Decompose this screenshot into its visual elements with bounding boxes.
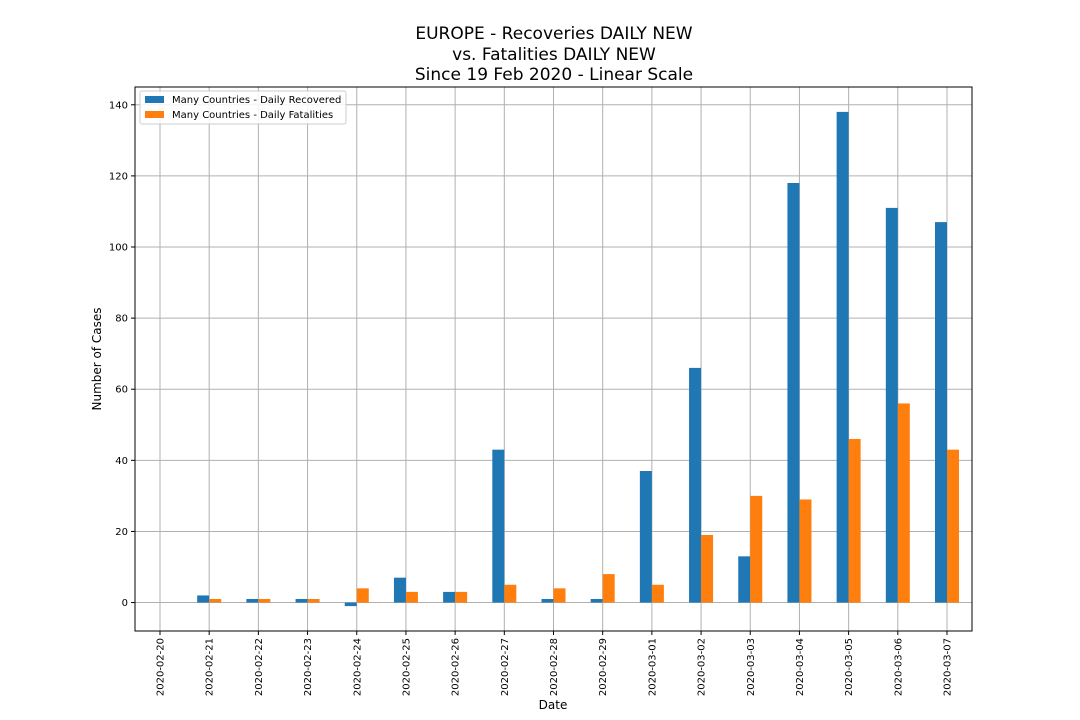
legend-label-fatalities: Many Countries - Daily Fatalities (172, 110, 333, 121)
x-tick-label: 2020-02-26 (451, 638, 462, 696)
bar-recovered (246, 599, 259, 603)
x-tick-label: 2020-02-27 (500, 638, 511, 696)
bar-recovered (393, 577, 406, 603)
bar-fatalities (209, 599, 222, 603)
legend: Many Countries - Daily Recovered Many Co… (139, 90, 347, 125)
bar-recovered (885, 207, 898, 603)
legend-frame (139, 90, 347, 125)
bar-recovered (492, 449, 505, 603)
bar-fatalities (405, 591, 418, 603)
bar-recovered (295, 599, 308, 603)
bar-fatalities (651, 584, 664, 603)
x-tick-label: 2020-02-20 (156, 638, 167, 696)
y-tick-label: 60 (115, 385, 128, 396)
y-tick-label: 0 (122, 598, 128, 609)
chart-title-line-1: EUROPE - Recoveries DAILY NEW (415, 24, 692, 44)
x-tick-label: 2020-02-22 (254, 638, 265, 696)
legend-label-recovered: Many Countries - Daily Recovered (172, 95, 341, 106)
x-axis-label: Date (539, 698, 568, 712)
legend-swatch-fatalities (145, 111, 164, 118)
x-tick-label: 2020-03-06 (893, 638, 904, 696)
x-tick-label: 2020-02-24 (352, 638, 363, 696)
bar-fatalities (701, 535, 714, 603)
bar-recovered (935, 222, 947, 603)
bar-fatalities (897, 403, 910, 603)
bar-recovered (836, 111, 849, 603)
y-tick-label: 20 (115, 527, 128, 538)
x-tick-label: 2020-03-04 (795, 638, 806, 696)
legend-swatch-recovered (145, 96, 164, 103)
bars (197, 111, 959, 607)
x-tick-label: 2020-03-07 (943, 638, 954, 696)
chart-title: EUROPE - Recoveries DAILY NEW vs. Fatali… (415, 24, 693, 85)
bar-recovered (197, 595, 210, 603)
y-tick-label: 140 (109, 100, 128, 111)
bar-recovered (541, 599, 554, 603)
y-tick-label: 40 (115, 456, 128, 467)
y-axis-label: Number of Cases (90, 307, 104, 410)
bar-recovered (639, 471, 652, 603)
bar-fatalities (455, 591, 468, 603)
bar-recovered (738, 556, 751, 603)
x-tick-label: 2020-03-02 (697, 638, 708, 696)
bar-fatalities (504, 584, 517, 603)
y-tick-label: 80 (115, 314, 128, 325)
y-tick-label: 100 (109, 243, 128, 254)
x-tick-label: 2020-03-01 (647, 638, 658, 696)
bar-fatalities (947, 449, 959, 603)
bar-fatalities (750, 495, 763, 603)
bar-recovered (344, 602, 357, 607)
bar-fatalities (602, 574, 615, 603)
bar-fatalities (356, 588, 369, 603)
x-tick-label: 2020-02-25 (401, 638, 412, 696)
bar-recovered (590, 599, 603, 603)
x-tick-label: 2020-02-23 (303, 638, 314, 696)
x-axis: 2020-02-20 2020-02-21 2020-02-22 2020-02-23… (156, 631, 954, 696)
bar-recovered (787, 183, 800, 603)
bar-fatalities (553, 588, 566, 603)
x-tick-label: 2020-02-21 (205, 638, 216, 696)
bar-recovered (443, 591, 456, 603)
bar-recovered (689, 367, 702, 603)
bar-fatalities (799, 499, 812, 603)
x-tick-label: 2020-03-05 (844, 638, 855, 696)
bar-fatalities (848, 439, 861, 603)
x-tick-label: 2020-02-29 (598, 638, 609, 696)
bar-fatalities (307, 599, 320, 603)
x-tick-label: 2020-03-03 (746, 638, 757, 696)
y-axis: 0 20 40 60 80 100 120 140 (109, 100, 135, 609)
y-tick-label: 120 (109, 171, 128, 182)
x-tick-label: 2020-02-28 (549, 638, 560, 696)
bar-fatalities (258, 599, 271, 603)
chart-title-line-3: Since 19 Feb 2020 - Linear Scale (415, 65, 693, 85)
chart-title-line-2: vs. Fatalities DAILY NEW (452, 45, 656, 65)
